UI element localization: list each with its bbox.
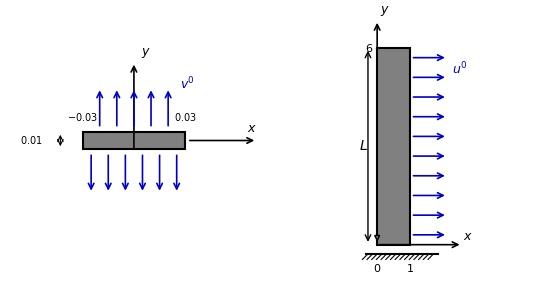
Text: $x$: $x$ <box>463 230 473 243</box>
Text: $y$: $y$ <box>380 4 389 18</box>
Text: $-0.03$: $-0.03$ <box>67 111 98 123</box>
Text: $0.01$: $0.01$ <box>20 135 42 146</box>
Bar <box>377 48 410 245</box>
Bar <box>83 132 185 149</box>
Text: $v^0$: $v^0$ <box>180 76 195 92</box>
Text: $6$: $6$ <box>365 42 373 54</box>
Text: $1$: $1$ <box>406 262 414 274</box>
Text: $x$: $x$ <box>247 122 257 135</box>
Text: $0$: $0$ <box>373 262 381 274</box>
Text: $0.03$: $0.03$ <box>174 111 197 123</box>
Text: $y$: $y$ <box>141 46 151 60</box>
Text: $u^0$: $u^0$ <box>452 60 468 77</box>
Text: $L$: $L$ <box>359 139 368 153</box>
